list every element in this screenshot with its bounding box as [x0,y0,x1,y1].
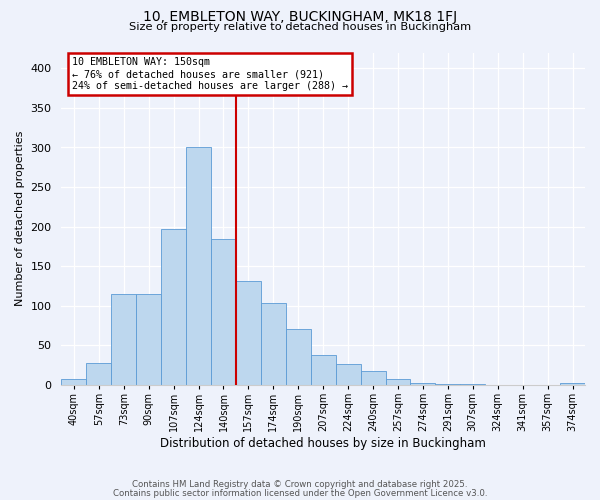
Bar [410,382,436,385]
Text: Size of property relative to detached houses in Buckingham: Size of property relative to detached ho… [129,22,471,32]
Bar [61,380,86,385]
Bar [311,355,335,385]
Bar [161,229,186,385]
Bar [335,364,361,385]
Text: 10 EMBLETON WAY: 150sqm
← 76% of detached houses are smaller (921)
24% of semi-d: 10 EMBLETON WAY: 150sqm ← 76% of detache… [72,58,348,90]
Bar [236,282,261,385]
Bar [211,240,236,385]
Bar [111,294,136,385]
Bar [86,363,111,385]
Text: 10, EMBLETON WAY, BUCKINGHAM, MK18 1FJ: 10, EMBLETON WAY, BUCKINGHAM, MK18 1FJ [143,10,457,24]
Bar [386,378,410,385]
Text: Contains HM Land Registry data © Crown copyright and database right 2025.: Contains HM Land Registry data © Crown c… [132,480,468,489]
Bar [460,384,485,385]
Bar [286,329,311,385]
Y-axis label: Number of detached properties: Number of detached properties [15,131,25,306]
Bar [261,304,286,385]
Bar [186,148,211,385]
Bar [436,384,460,385]
Bar [560,384,585,385]
Bar [136,294,161,385]
X-axis label: Distribution of detached houses by size in Buckingham: Distribution of detached houses by size … [160,437,486,450]
Bar [361,371,386,385]
Text: Contains public sector information licensed under the Open Government Licence v3: Contains public sector information licen… [113,488,487,498]
